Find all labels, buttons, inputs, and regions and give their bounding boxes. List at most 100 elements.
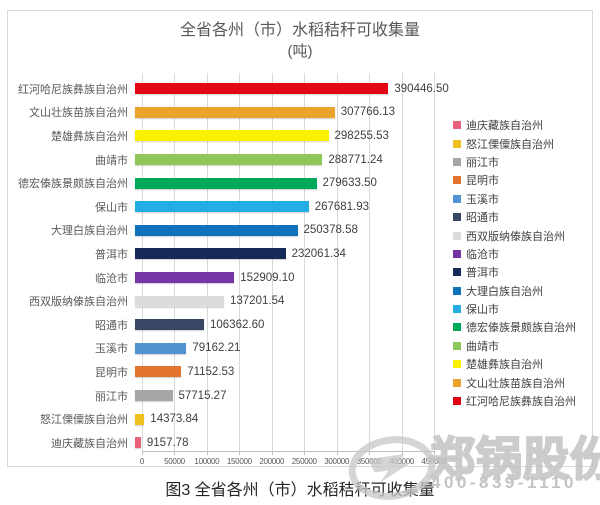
bar-track: 57715.27: [135, 384, 592, 408]
bar-track: 232061.34: [135, 242, 592, 266]
bar-track: 279633.50: [135, 171, 592, 195]
legend-item: 昭通市: [453, 208, 576, 226]
category-label: 西双版纳傣族自治州: [29, 296, 128, 309]
value-label: 14373.84: [150, 413, 199, 426]
category-label: 大理白族自治州: [51, 225, 128, 238]
bar: [135, 319, 204, 331]
value-label: 288771.24: [328, 153, 383, 166]
category-label: 昆明市: [95, 366, 128, 379]
legend-item: 楚雄彝族自治州: [453, 355, 576, 373]
legend-item: 大理白族自治州: [453, 282, 576, 300]
value-label: 71152.53: [187, 365, 235, 378]
gridline: [142, 73, 143, 451]
category-label: 文山壮族苗族自治州: [29, 107, 128, 120]
bar-track: 137201.54: [135, 289, 592, 313]
value-label: 106362.60: [210, 318, 265, 331]
bar-track: 288771.24: [135, 148, 592, 172]
bar-row: 昭通市 106362.60: [8, 313, 592, 337]
bar-track: 9157.78: [135, 431, 592, 455]
tick-mark: [239, 451, 241, 455]
bar-track: 267681.93: [135, 195, 592, 219]
bar-row: 西双版纳傣族自治州 137201.54: [8, 289, 592, 313]
legend-swatch: [453, 249, 461, 258]
legend-label: 曲靖市: [466, 340, 499, 353]
bar: [135, 177, 317, 189]
legend-swatch: [453, 397, 461, 406]
bar: [135, 413, 145, 425]
legend-swatch: [453, 121, 461, 130]
value-label: 79162.21: [192, 342, 241, 355]
bar-row: 昆明市 71152.53: [8, 360, 592, 384]
category-label: 怒江傈僳族自治州: [40, 414, 128, 427]
bar: [135, 106, 335, 118]
category-label: 临沧市: [95, 272, 128, 285]
legend-label: 保山市: [466, 304, 499, 317]
bar-row: 文山壮族苗族自治州 307766.13: [8, 101, 592, 125]
bar: [135, 224, 298, 236]
legend-label: 昭通市: [466, 212, 499, 225]
legend-label: 西双版纳傣族自治州: [466, 230, 565, 243]
legend-item: 曲靖市: [453, 337, 576, 355]
value-label: 9157.78: [146, 436, 189, 449]
gridline: [239, 73, 241, 451]
bar-row: 临沧市 152909.10: [8, 266, 592, 290]
bar-row: 大理白族自治州 250378.58: [8, 219, 592, 243]
legend-swatch: [453, 231, 461, 240]
gridline: [434, 73, 435, 451]
bar-row: 曲靖市 288771.24: [8, 148, 592, 172]
category-label: 迪庆藏族自治州: [51, 437, 128, 450]
value-label: 250378.58: [303, 224, 358, 237]
x-tick-label: 200000: [259, 457, 285, 466]
bar: [135, 248, 286, 260]
tick-mark: [142, 451, 143, 455]
x-tick-label: 100000: [194, 457, 220, 466]
bar-track: 79162.21: [135, 337, 592, 361]
legend-label: 楚雄彝族自治州: [466, 359, 543, 372]
legend-label: 迪庆藏族自治州: [466, 120, 543, 133]
bar-row: 楚雄彝族自治州 298255.53: [8, 124, 592, 148]
legend-swatch: [453, 139, 461, 148]
category-label: 保山市: [95, 201, 128, 214]
tick-mark: [304, 451, 306, 455]
value-label: 267681.93: [314, 200, 370, 213]
bar: [135, 390, 173, 402]
value-label: 279633.50: [322, 177, 377, 190]
legend-label: 红河哈尼族彝族自治州: [466, 396, 576, 409]
legend-swatch: [453, 360, 461, 369]
bar-track: 152909.10: [135, 266, 592, 290]
plot-area: 红河哈尼族彝族自治州 390446.50 文山壮族苗族自治州 307766.13 楚雄彝…: [8, 77, 592, 455]
bar-row: 丽江市 57715.27: [8, 384, 592, 408]
bar: [135, 272, 235, 284]
chart-title-unit: (吨): [287, 43, 313, 60]
category-label: 丽江市: [95, 390, 128, 403]
legend-label: 丽江市: [466, 156, 499, 169]
legend-item: 保山市: [453, 300, 576, 318]
value-label: 390446.50: [394, 82, 449, 95]
legend-label: 德宏傣族景颇族自治州: [466, 322, 576, 335]
category-label: 昭通市: [95, 319, 128, 332]
bar-row: 迪庆藏族自治州 9157.78: [8, 431, 592, 455]
legend-item: 玉溪市: [453, 190, 576, 208]
legend-label: 大理白族自治州: [466, 285, 543, 298]
chart-container: 全省各州（市）水稻秸秆可收集量 (吨) 0 50000 100000 150000 20…: [7, 10, 593, 467]
bar-row: 普洱市 232061.34: [8, 242, 592, 266]
category-label: 德宏傣族景颇族自治州: [18, 178, 128, 191]
legend-item: 文山壮族苗族自治州: [453, 373, 576, 391]
legend-item: 普洱市: [453, 263, 576, 281]
bar-track: 250378.58: [135, 219, 592, 243]
value-label: 137201.54: [230, 295, 285, 308]
legend-swatch: [453, 378, 461, 387]
bar-track: 298255.53: [135, 124, 592, 148]
tick-mark: [174, 451, 176, 455]
bar: [135, 83, 389, 95]
bar-row: 怒江傈僳族自治州 14373.84: [8, 407, 592, 431]
x-axis-line: [142, 451, 435, 452]
category-label: 玉溪市: [95, 343, 128, 356]
value-label: 298255.53: [334, 129, 389, 142]
gridline: [206, 73, 208, 451]
legend-item: 红河哈尼族彝族自治州: [453, 392, 576, 410]
category-label: 曲靖市: [95, 154, 128, 167]
bar-row: 红河哈尼族彝族自治州 390446.50: [8, 77, 592, 101]
bar-row: 玉溪市 79162.21: [8, 337, 592, 361]
